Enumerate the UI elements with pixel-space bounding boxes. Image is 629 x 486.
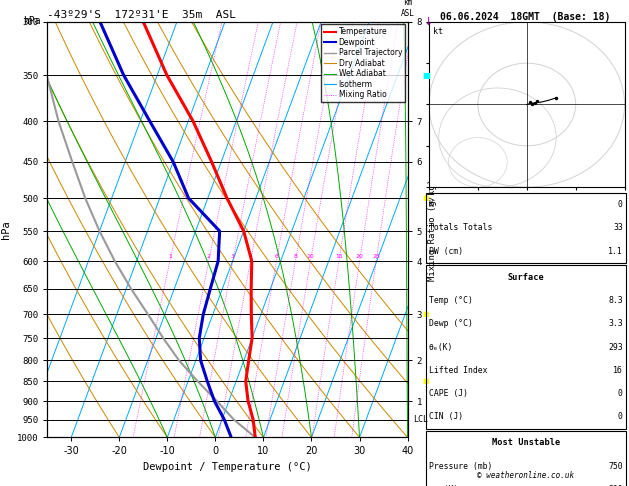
Text: 33: 33 [613,224,623,232]
Text: 750: 750 [608,462,623,470]
Text: Most Unstable: Most Unstable [492,438,560,447]
Text: 8: 8 [294,254,298,259]
Text: 1: 1 [168,254,172,259]
Text: 25: 25 [372,254,380,259]
Legend: Temperature, Dewpoint, Parcel Trajectory, Dry Adiabat, Wet Adiabat, Isotherm, Mi: Temperature, Dewpoint, Parcel Trajectory… [321,24,405,103]
Point [525,98,535,106]
Text: Totals Totals: Totals Totals [429,224,493,232]
Text: hPa: hPa [23,16,41,26]
Text: 6: 6 [274,254,278,259]
Text: 3.3: 3.3 [608,319,623,328]
Text: ■: ■ [422,195,429,201]
Y-axis label: Mixing Ratio (g/kg): Mixing Ratio (g/kg) [428,178,437,281]
Text: 06.06.2024  18GMT  (Base: 18): 06.06.2024 18GMT (Base: 18) [440,12,610,22]
Text: 10: 10 [307,254,314,259]
Text: Pressure (mb): Pressure (mb) [429,462,493,470]
Text: 0: 0 [618,413,623,421]
Text: ↓: ↓ [423,17,433,27]
Text: θₑ(K): θₑ(K) [429,343,454,351]
Text: CIN (J): CIN (J) [429,413,463,421]
Text: 8.3: 8.3 [608,296,623,305]
Text: 2: 2 [207,254,211,259]
Text: ■: ■ [422,312,429,317]
Y-axis label: hPa: hPa [1,220,11,239]
Text: 300: 300 [608,485,623,486]
Text: Dewp (°C): Dewp (°C) [429,319,473,328]
Text: Surface: Surface [508,273,544,281]
Point [530,99,540,107]
Text: CAPE (J): CAPE (J) [429,389,468,398]
Text: 20: 20 [356,254,364,259]
Text: LCL: LCL [413,415,428,424]
Text: Lifted Index: Lifted Index [429,366,487,375]
Text: θₑ (K): θₑ (K) [429,485,459,486]
Text: 3: 3 [231,254,235,259]
Text: 1.1: 1.1 [608,247,623,256]
Text: ■: ■ [422,70,430,80]
Text: © weatheronline.co.uk: © weatheronline.co.uk [477,471,574,480]
Text: ■: ■ [422,378,429,384]
Text: km
ASL: km ASL [401,0,415,17]
Text: PW (cm): PW (cm) [429,247,463,256]
Text: kt: kt [433,27,443,36]
Text: K: K [429,200,434,209]
Text: 293: 293 [608,343,623,351]
Text: Temp (°C): Temp (°C) [429,296,473,305]
Point [526,100,537,107]
Text: 15: 15 [335,254,343,259]
Text: 0: 0 [618,200,623,209]
Text: 16: 16 [613,366,623,375]
Text: 0: 0 [618,389,623,398]
Text: -43º29'S  172º31'E  35m  ASL: -43º29'S 172º31'E 35m ASL [47,10,236,20]
Text: 4: 4 [248,254,252,259]
Point [532,97,542,105]
X-axis label: Dewpoint / Temperature (°C): Dewpoint / Temperature (°C) [143,462,312,472]
